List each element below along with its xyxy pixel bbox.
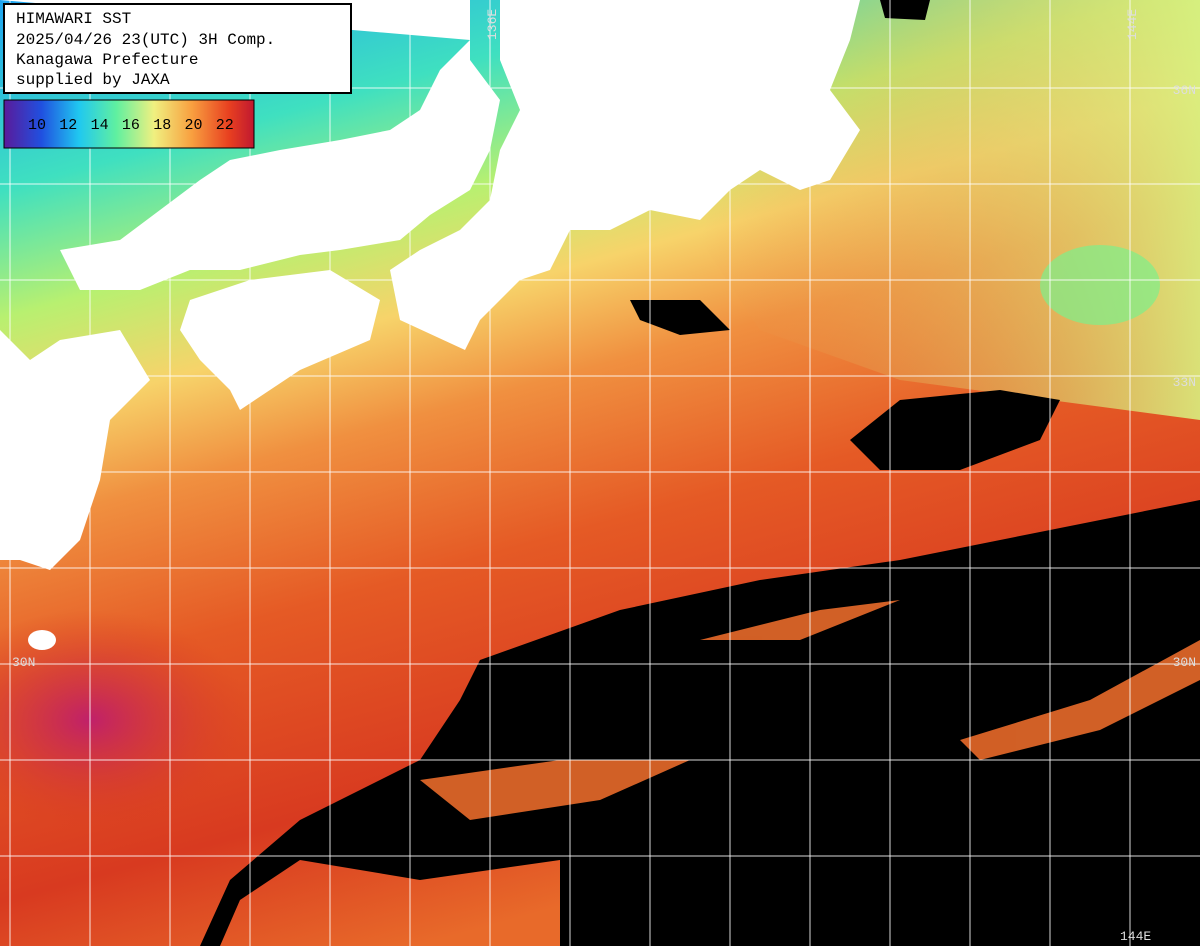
title: HIMAWARI SST [16,10,131,28]
info-box: HIMAWARI SST 2025/04/26 23(UTC) 3H Comp.… [3,3,352,94]
cloud-mask [200,0,1200,946]
lon-label: 136E [485,9,500,40]
cloud-area [630,300,730,335]
colorbar-gradient [3,99,255,149]
cloud-area [880,0,930,20]
warm-pool [0,610,250,830]
colorbar-label: 20 [184,117,202,134]
clear-patch [700,600,900,640]
colorbar: 10 12 14 16 18 20 22 [3,99,255,149]
lat-label: 30N [1173,655,1196,670]
supplier: supplied by JAXA [16,71,170,89]
lon-label: 144E [1125,9,1140,40]
colorbar-label: 22 [216,117,234,134]
colorbar-label: 10 [28,117,46,134]
island [28,630,56,650]
clear-patches [420,600,1200,820]
lat-label: 36N [1173,83,1196,98]
cloud-area [200,500,1200,946]
cloud-area [850,390,1060,470]
lat-label: 33N [1173,375,1196,390]
timestamp: 2025/04/26 23(UTC) 3H Comp. [16,31,275,49]
lat-label: 30N [12,655,35,670]
info-panel [3,3,352,94]
cool-eddy [1040,245,1160,325]
land-mass [0,0,500,290]
colorbar-label: 12 [59,117,77,134]
colorbar-label: 14 [91,117,109,134]
clear-patch [960,640,1200,760]
clear-patch [420,760,690,820]
land-mass [0,330,150,570]
producer: Kanagawa Prefecture [16,51,198,69]
colorbar-label: 16 [122,117,140,134]
colorbar-label: 18 [153,117,171,134]
graticule-labels: 136E 144E 36N 33N 30N 30N 144E [12,9,1196,944]
lon-label: 144E [1120,929,1151,944]
